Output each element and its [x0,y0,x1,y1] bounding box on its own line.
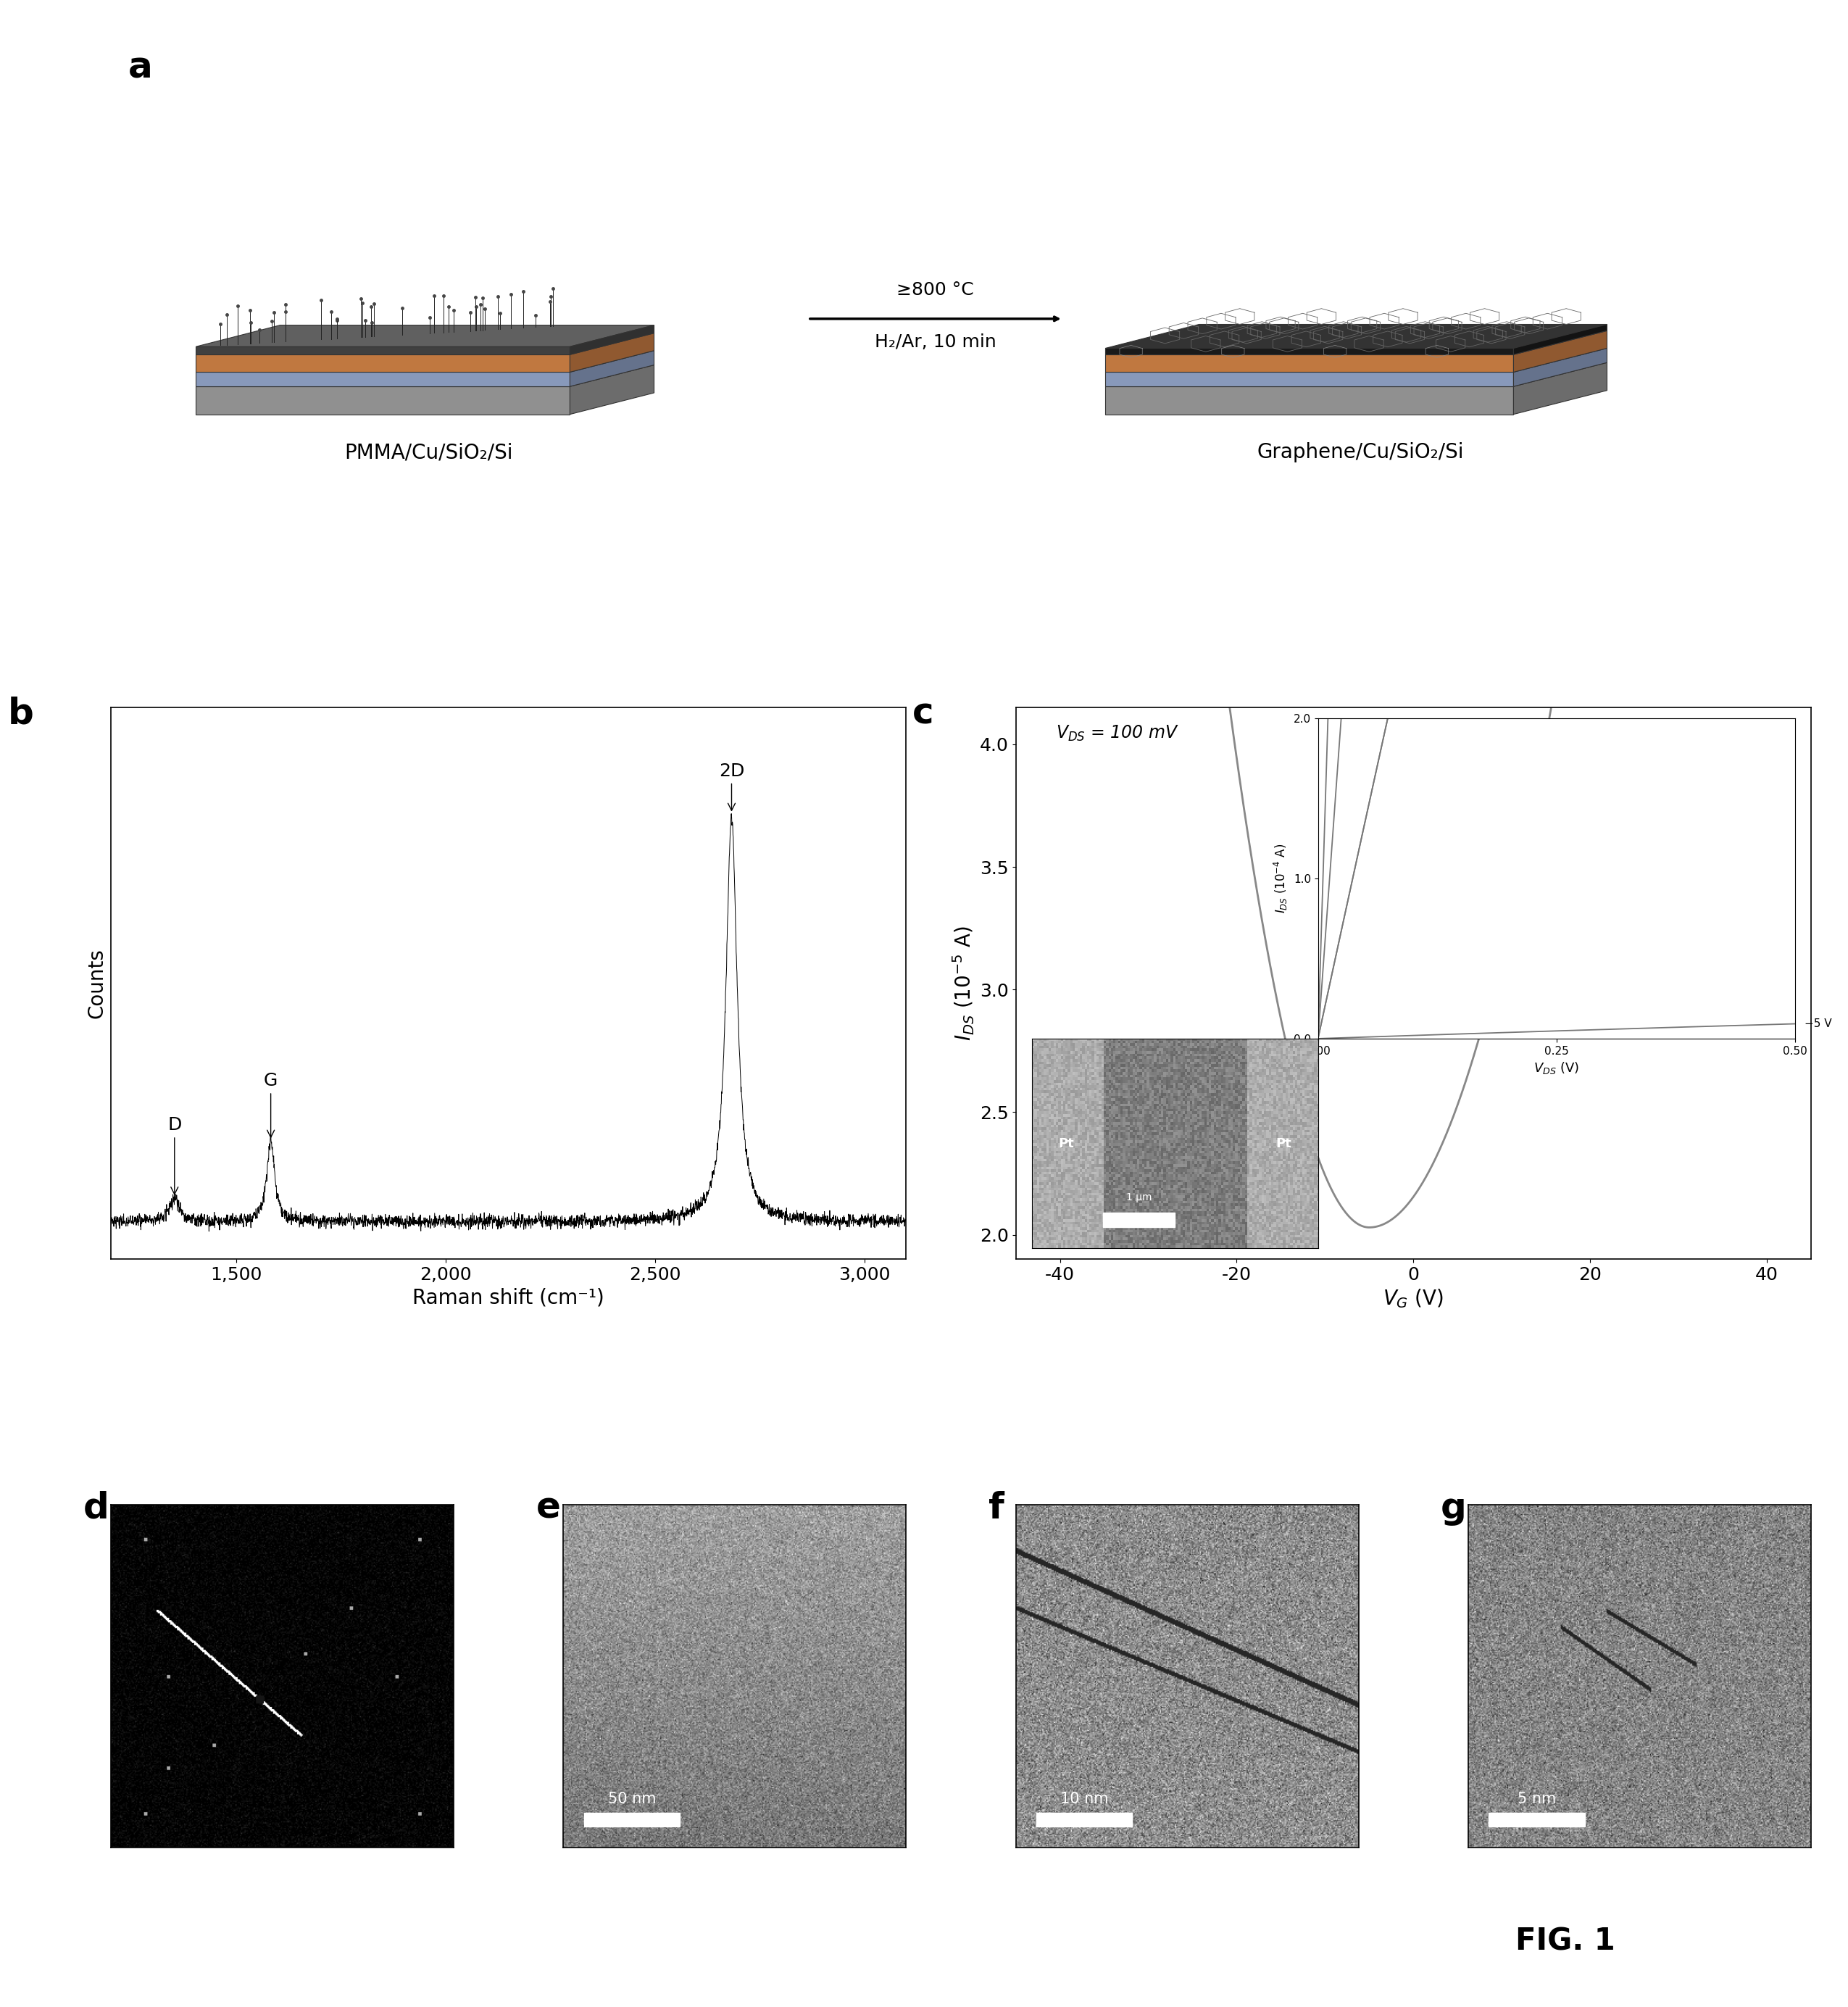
Text: Graphene/Cu/SiO₂/Si: Graphene/Cu/SiO₂/Si [1257,442,1464,462]
Text: f: f [989,1491,1003,1525]
Y-axis label: Counts: Counts [87,949,107,1018]
Text: d: d [83,1491,109,1525]
Bar [1037,1812,1133,1826]
Polygon shape [196,387,569,413]
Text: c: c [913,696,933,731]
Polygon shape [1514,349,1608,387]
Polygon shape [1105,331,1608,355]
Polygon shape [1105,349,1514,355]
Polygon shape [1105,349,1608,371]
Text: g: g [1441,1491,1467,1525]
Polygon shape [1514,331,1608,371]
Text: ≥800 °C: ≥800 °C [896,281,974,299]
Polygon shape [1105,355,1514,371]
Polygon shape [1105,371,1514,387]
Polygon shape [1105,363,1608,387]
X-axis label: Raman shift (cm⁻¹): Raman shift (cm⁻¹) [412,1288,604,1309]
Text: e: e [536,1491,560,1525]
Text: 5 nm: 5 nm [1517,1792,1556,1806]
Text: 2D: 2D [719,763,745,811]
Polygon shape [1514,363,1608,413]
Polygon shape [1105,325,1608,349]
Polygon shape [569,333,654,371]
Polygon shape [196,333,654,355]
Text: $V_{DS}$ = 100 mV: $V_{DS}$ = 100 mV [1055,725,1179,743]
Polygon shape [196,371,569,387]
Text: a: a [128,50,152,84]
Text: FIG. 1: FIG. 1 [1515,1927,1615,1957]
Polygon shape [569,365,654,413]
X-axis label: $V_{G}$ (V): $V_{G}$ (V) [1382,1288,1443,1311]
Text: H₂/Ar, 10 min: H₂/Ar, 10 min [874,333,996,351]
Polygon shape [569,325,654,355]
Polygon shape [196,355,569,371]
Text: PMMA/Cu/SiO₂/Si: PMMA/Cu/SiO₂/Si [344,442,514,462]
Text: D: D [168,1116,181,1194]
Bar [1489,1812,1586,1826]
Polygon shape [196,347,569,355]
Polygon shape [1514,325,1608,355]
Polygon shape [1105,387,1514,413]
Bar [584,1812,680,1826]
Y-axis label: $I_{DS}$ (10$^{-5}$ A): $I_{DS}$ (10$^{-5}$ A) [950,925,976,1042]
Polygon shape [196,351,654,371]
Text: b: b [7,696,33,731]
Text: G: G [264,1072,277,1138]
Text: 50 nm: 50 nm [608,1792,656,1806]
Polygon shape [196,325,654,347]
Polygon shape [196,365,654,387]
Text: 10 nm: 10 nm [1061,1792,1109,1806]
Polygon shape [569,351,654,387]
